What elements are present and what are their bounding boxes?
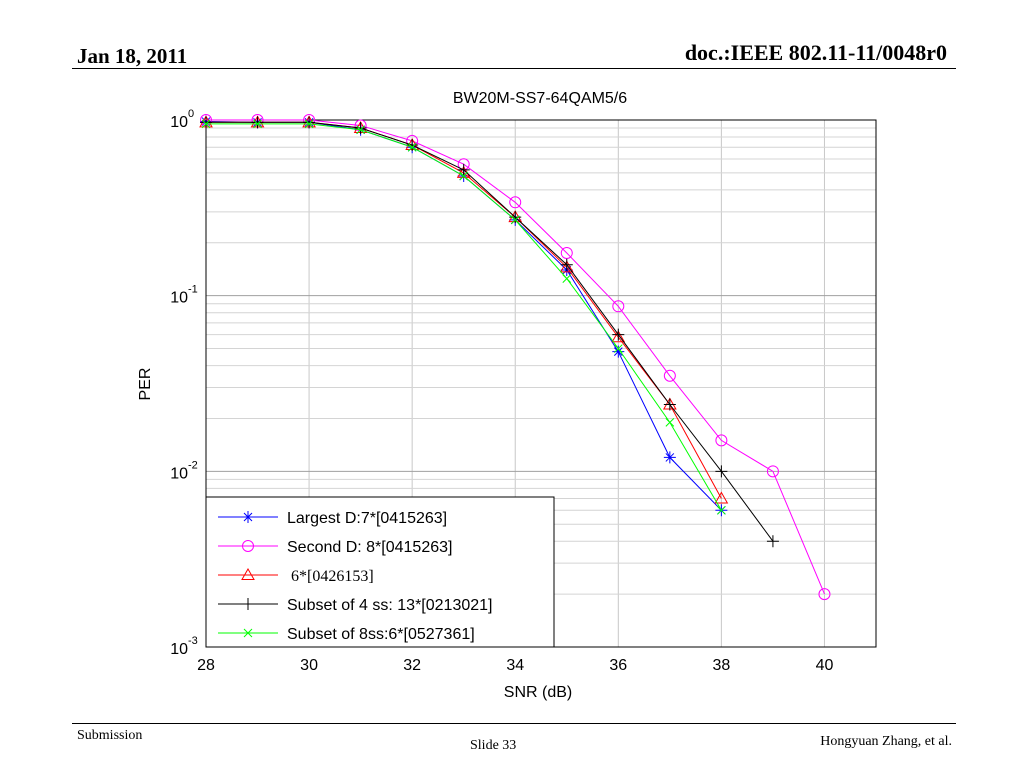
data-point: [663, 398, 676, 411]
x-tick-label: 30: [300, 657, 318, 674]
data-point: [510, 215, 520, 225]
data-point: [200, 116, 212, 129]
data-point: [717, 505, 726, 515]
slide-date: Jan 18, 2011: [77, 44, 188, 68]
y-tick-base: 10: [170, 465, 188, 482]
footer-submission: Submission: [77, 728, 143, 743]
series-5: [201, 119, 726, 515]
footer-divider: [72, 723, 956, 724]
legend-marker: [241, 567, 255, 580]
y-tick-label: 10 0: [170, 108, 194, 131]
x-tick-label: 34: [506, 657, 524, 674]
data-point: [406, 139, 419, 152]
data-point: [562, 274, 572, 283]
x-tick-label: 40: [816, 657, 834, 674]
legend-item: Second D: 8*[0415263]: [218, 539, 452, 556]
document-id: doc.:IEEE 802.11-11/0048r0: [684, 40, 947, 65]
y-tick-label: 10 -3: [170, 635, 198, 658]
y-tick-label: 10 -2: [170, 459, 198, 482]
data-point: [613, 344, 623, 353]
y-tick-exponent: -1: [188, 284, 198, 296]
legend-label: 6*[0426153]: [291, 568, 374, 585]
chart-title: BW20M-SS7-64QAM5/6: [453, 90, 627, 107]
legend-marker: [242, 540, 254, 552]
y-tick-exponent: 0: [188, 108, 194, 120]
data-point: [663, 451, 676, 464]
data-point: [201, 119, 211, 129]
data-point: [766, 535, 779, 548]
header-divider: [72, 68, 956, 69]
series-line: [206, 121, 774, 542]
footer-author: Hongyuan Zhang, et al.: [820, 734, 952, 749]
x-axis-label: SNR (dB): [504, 684, 572, 701]
data-point: [612, 300, 625, 313]
y-axis-label: PER: [137, 368, 154, 401]
data-point: [663, 369, 676, 382]
legend-item: Largest D:7*[0415263]: [218, 510, 447, 527]
series-4: [200, 116, 779, 548]
data-point: [611, 330, 626, 343]
data-point: [509, 196, 522, 209]
data-point: [459, 171, 469, 181]
y-tick-base: 10: [170, 114, 188, 131]
legend-marker: [242, 598, 254, 610]
data-point: [612, 328, 625, 341]
data-point: [818, 588, 831, 601]
legend-label: Subset of 4 ss: 13*[0213021]: [287, 597, 492, 614]
y-tick-base: 10: [170, 641, 188, 658]
y-tick-exponent: -3: [188, 635, 198, 647]
x-tick-label: 28: [197, 657, 215, 674]
data-point: [407, 142, 417, 152]
legend-box: [205, 496, 555, 648]
data-point: [766, 465, 779, 478]
data-point: [665, 418, 675, 427]
y-tick-label: 10 -1: [170, 284, 198, 307]
data-point: [251, 116, 264, 129]
y-tick-base: 10: [170, 290, 188, 307]
y-tick-exponent: -2: [188, 459, 198, 471]
data-point: [253, 119, 262, 129]
legend-label: Subset of 8ss:6*[0527361]: [287, 626, 475, 643]
x-tick-label: 38: [712, 657, 730, 674]
legend-item: Subset of 4 ss: 13*[0213021]: [218, 597, 492, 614]
data-point: [356, 125, 365, 135]
data-point: [714, 491, 729, 504]
legend-marker: [242, 511, 254, 523]
data-point: [559, 260, 574, 273]
series: [199, 114, 831, 601]
data-point: [560, 246, 573, 259]
data-point: [560, 258, 573, 271]
data-point: [303, 116, 316, 129]
data-point: [612, 345, 625, 358]
legend-label: Second D: 8*[0415263]: [287, 539, 452, 556]
data-point: [715, 434, 728, 447]
legend-item: 6*[0426153]: [218, 567, 374, 585]
data-point: [304, 119, 314, 129]
legend-item: Subset of 8ss:6*[0527361]: [218, 626, 475, 643]
data-point: [457, 163, 470, 176]
data-point: [715, 465, 728, 478]
x-tick-label: 36: [609, 657, 627, 674]
legend-label: Largest D:7*[0415263]: [287, 510, 447, 527]
data-point: [354, 122, 367, 135]
x-tick-label: 32: [403, 657, 421, 674]
slide-number: Slide 33: [470, 738, 517, 753]
legend: Largest D:7*[0415263] Second D: 8*[041526…: [205, 496, 555, 648]
legend-marker: [243, 628, 253, 638]
